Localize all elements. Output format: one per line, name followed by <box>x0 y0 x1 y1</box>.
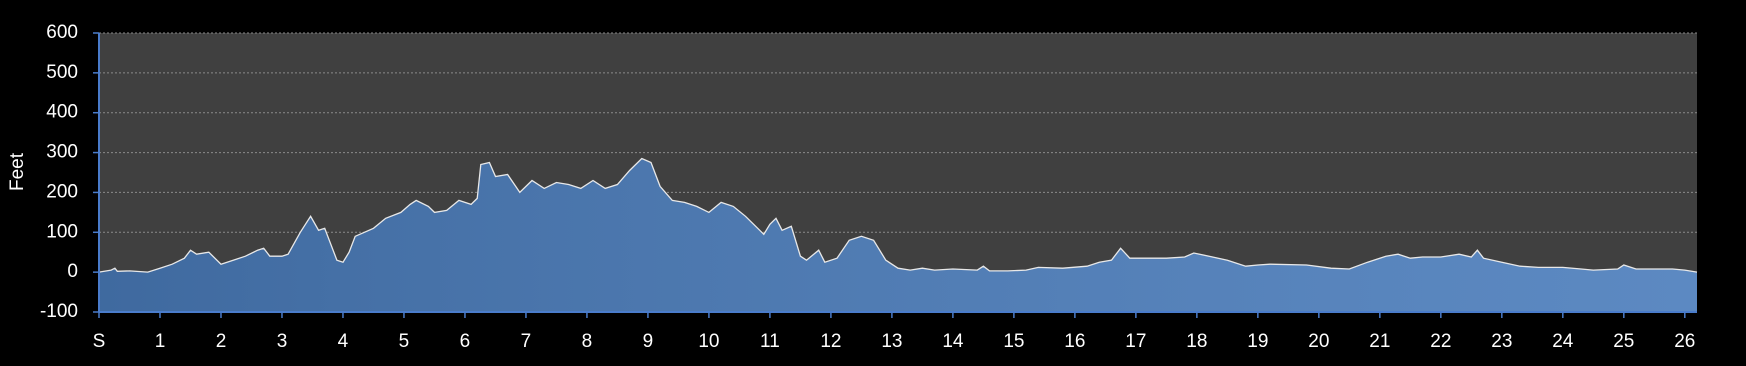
x-tick-label: 4 <box>338 331 349 352</box>
y-tick-label: 300 <box>46 142 78 163</box>
x-tick-label: 1 <box>155 331 166 352</box>
x-tick-label: 24 <box>1552 331 1574 352</box>
y-tick-label: 100 <box>46 221 78 242</box>
y-tick-label: 500 <box>46 62 78 83</box>
y-tick-label: 400 <box>46 102 78 123</box>
x-tick-label: 2 <box>216 331 227 352</box>
elevation-line <box>98 157 1698 273</box>
x-tick-label: S <box>93 331 106 352</box>
x-tick-label: 13 <box>881 331 902 352</box>
x-tick-label: 7 <box>521 331 532 352</box>
x-tick-label: 14 <box>942 331 964 352</box>
y-axis-label: Feet <box>7 152 28 191</box>
x-tick-label: 20 <box>1308 331 1329 352</box>
x-tick-label: 17 <box>1125 331 1146 352</box>
x-tick-label: 12 <box>820 331 841 352</box>
x-tick-label: 22 <box>1430 331 1451 352</box>
y-tick-label: 200 <box>46 181 78 202</box>
x-tick-label: 9 <box>643 331 654 352</box>
y-tick-label: 600 <box>46 22 78 43</box>
x-tick-label: 15 <box>1003 331 1024 352</box>
x-tick-label: 11 <box>760 331 780 352</box>
y-tick-label: 0 <box>67 261 78 282</box>
x-tick-label: 5 <box>399 331 410 352</box>
elevation-shade <box>99 158 1697 312</box>
x-tick-label: 21 <box>1369 331 1390 352</box>
x-tick-label: 8 <box>582 331 593 352</box>
x-tick-label: 3 <box>277 331 288 352</box>
x-tick-label: 23 <box>1491 331 1512 352</box>
x-tick-label: 19 <box>1247 331 1268 352</box>
x-tick-label: 18 <box>1186 331 1207 352</box>
x-tick-label: 26 <box>1674 331 1695 352</box>
y-tick-label: -100 <box>40 301 78 322</box>
x-tick-label: 25 <box>1613 331 1634 352</box>
x-tick-label: 10 <box>698 331 719 352</box>
x-tick-label: 16 <box>1064 331 1085 352</box>
x-tick-label: 6 <box>460 331 471 352</box>
